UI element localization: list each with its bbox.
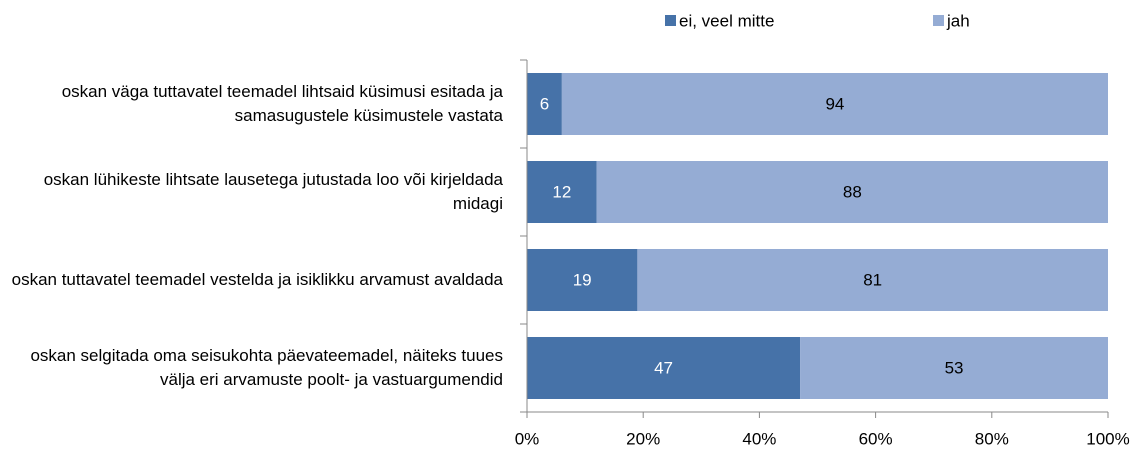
y-tick-label: oskan tuttavatel teemadel vestelda ja is… (11, 270, 503, 289)
x-tick-label: 80% (975, 429, 1009, 448)
bar-segment (637, 249, 1108, 311)
data-label: 12 (552, 182, 571, 201)
bar-segment (527, 161, 597, 223)
legend-label: ei, veel mitte (679, 11, 774, 30)
data-label: 88 (843, 182, 862, 201)
legend-swatch (933, 15, 944, 26)
bar-segment (527, 73, 562, 135)
bar-segment (527, 337, 801, 399)
data-label: 81 (863, 270, 882, 289)
data-label: 47 (654, 358, 673, 377)
bar-segment (596, 161, 1108, 223)
bar-segment (527, 249, 638, 311)
bar-segment (561, 73, 1108, 135)
y-tick-label: oskan lühikeste lihtsate lausetega jutus… (43, 170, 503, 213)
data-label: 53 (945, 358, 964, 377)
data-label: 19 (573, 270, 592, 289)
x-tick-label: 0% (515, 429, 540, 448)
legend-label: jah (946, 11, 970, 30)
y-tick-label: oskan selgitada oma seisukohta päevateem… (30, 346, 503, 389)
x-tick-label: 20% (626, 429, 660, 448)
bar-segment (800, 337, 1108, 399)
x-tick-label: 100% (1086, 429, 1129, 448)
y-tick-label: oskan väga tuttavatel teemadel lihtsaid … (61, 82, 503, 125)
data-label: 6 (540, 94, 549, 113)
legend-swatch (665, 15, 676, 26)
x-tick-label: 60% (859, 429, 893, 448)
x-tick-label: 40% (742, 429, 776, 448)
data-label: 94 (825, 94, 844, 113)
